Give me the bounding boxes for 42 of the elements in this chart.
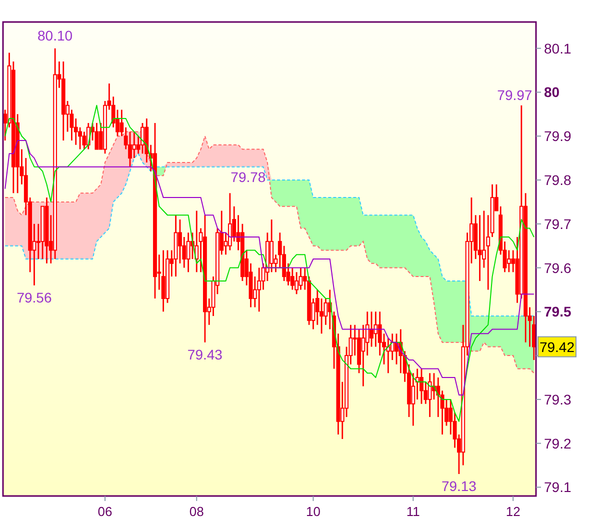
x-tick-label: 12 bbox=[506, 504, 520, 519]
annotation: 79.56 bbox=[16, 289, 52, 306]
candlestick bbox=[420, 368, 424, 405]
candlestick bbox=[506, 250, 511, 273]
y-tick-label: 80.1 bbox=[544, 40, 572, 56]
y-tick-label: 79.9 bbox=[544, 128, 572, 144]
annotation: 79.13 bbox=[441, 478, 477, 494]
annotation: 80.10 bbox=[38, 27, 73, 44]
y-tick-label: 79.5 bbox=[544, 304, 572, 320]
candlestick bbox=[290, 267, 294, 290]
y-tick-label: 79.2 bbox=[544, 435, 572, 452]
candlestick bbox=[257, 267, 262, 312]
annotation: 79.97 bbox=[497, 87, 532, 103]
annotation: 79.42 bbox=[539, 338, 575, 355]
y-tick-label: 79.7 bbox=[544, 216, 572, 232]
candlestick bbox=[61, 60, 66, 142]
candlestick bbox=[161, 250, 166, 312]
candlestick bbox=[298, 267, 303, 290]
x-tick-label: 10 bbox=[306, 504, 320, 519]
candlestick bbox=[82, 131, 86, 150]
candlestick bbox=[128, 131, 132, 168]
x-tick-label: 06 bbox=[98, 504, 112, 519]
x-tick-label: 08 bbox=[189, 504, 204, 519]
y-tick-label: 80 bbox=[544, 84, 560, 100]
candlestick bbox=[186, 232, 190, 273]
annotation: 79.43 bbox=[187, 346, 223, 362]
y-tick-label: 79.6 bbox=[544, 260, 572, 276]
candlestick bbox=[174, 214, 178, 278]
candlestick bbox=[53, 48, 58, 260]
candlestick bbox=[94, 122, 99, 150]
x-tick-label: 11 bbox=[406, 504, 420, 519]
candlestick bbox=[153, 122, 157, 300]
y-tick-label: 79.3 bbox=[544, 391, 572, 408]
annotation: 79.78 bbox=[230, 169, 266, 185]
candlestick bbox=[370, 310, 374, 348]
candlestick bbox=[428, 372, 432, 418]
line-series bbox=[4, 104, 534, 422]
y-tick-label: 79.1 bbox=[544, 479, 572, 496]
candlestick bbox=[228, 192, 232, 251]
candlestick bbox=[203, 214, 207, 344]
candlestick bbox=[294, 271, 299, 295]
y-tick-label: 79.8 bbox=[544, 172, 572, 188]
